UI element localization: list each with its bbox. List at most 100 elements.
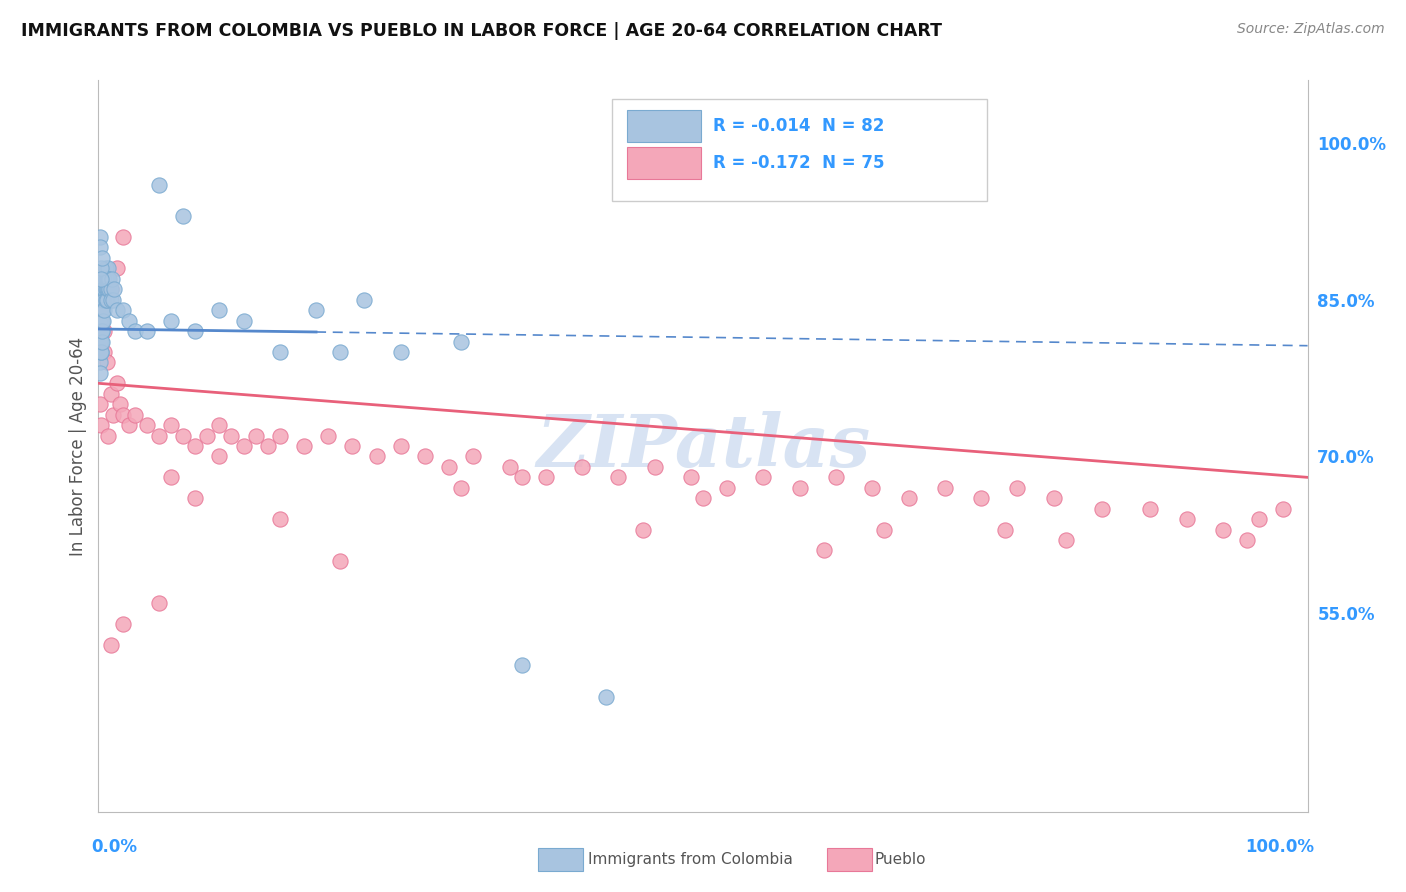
Point (93, 324, 115, 338)
Point (329, 554, 352, 568)
Point (101, 293, 124, 307)
Point (90, 303, 112, 318)
Point (91, 324, 114, 338)
Point (93, 345, 115, 359)
Point (98, 272, 121, 286)
Point (91, 303, 114, 318)
Point (135, 418, 157, 433)
Point (91, 251, 114, 265)
Point (101, 408, 124, 422)
Point (91, 303, 114, 318)
Point (208, 418, 231, 433)
Point (463, 450, 485, 464)
Point (89, 313, 111, 327)
FancyBboxPatch shape (627, 147, 700, 179)
Point (498, 459, 520, 474)
Point (89, 240, 111, 254)
Point (1042, 491, 1064, 506)
Point (644, 459, 666, 474)
Point (208, 303, 231, 318)
Point (1175, 512, 1198, 526)
Point (692, 491, 714, 506)
Point (160, 418, 183, 433)
Point (91, 293, 114, 307)
Point (94, 293, 117, 307)
Point (90, 418, 112, 433)
Point (90, 313, 112, 327)
Point (91, 303, 114, 318)
Point (97, 428, 120, 442)
Point (510, 658, 533, 673)
Point (90, 334, 112, 349)
Point (91, 303, 114, 318)
Point (1091, 501, 1114, 516)
Point (94, 261, 117, 276)
Point (96, 293, 118, 307)
Point (353, 293, 375, 307)
Point (111, 616, 134, 631)
Point (97, 272, 120, 286)
Point (93, 303, 115, 318)
Point (631, 523, 654, 537)
Point (97, 261, 120, 276)
Point (90, 272, 112, 286)
Point (316, 428, 339, 442)
Point (96, 272, 118, 286)
Point (184, 324, 207, 338)
Point (970, 491, 993, 506)
Point (208, 450, 231, 464)
Point (789, 481, 811, 495)
Point (232, 313, 254, 327)
Point (450, 481, 472, 495)
Y-axis label: In Labor Force | Age 20-64: In Labor Force | Age 20-64 (69, 336, 87, 556)
Point (100, 386, 122, 401)
Point (111, 230, 134, 244)
Point (108, 397, 131, 411)
Point (825, 470, 848, 484)
Point (89, 366, 111, 380)
Point (100, 282, 122, 296)
Point (90, 324, 112, 338)
Point (118, 313, 141, 327)
Point (89, 313, 111, 327)
Point (305, 303, 328, 318)
Point (160, 313, 183, 327)
Point (90, 313, 112, 327)
Point (89, 324, 111, 338)
Point (510, 470, 533, 484)
Point (450, 334, 472, 349)
Point (94, 282, 117, 296)
Point (292, 439, 315, 453)
Point (269, 512, 291, 526)
Point (1212, 523, 1234, 537)
Point (232, 439, 254, 453)
Point (172, 209, 194, 223)
Text: IMMIGRANTS FROM COLOMBIA VS PUEBLO IN LABOR FORCE | AGE 20-64 CORRELATION CHART: IMMIGRANTS FROM COLOMBIA VS PUEBLO IN LA… (21, 22, 942, 40)
Point (716, 481, 738, 495)
Point (103, 282, 125, 296)
Point (148, 178, 170, 192)
Point (89, 230, 111, 244)
Point (93, 293, 115, 307)
Point (89, 313, 111, 327)
Point (100, 282, 122, 296)
Point (1054, 533, 1077, 547)
Point (100, 293, 122, 307)
Point (93, 272, 115, 286)
Point (98, 282, 121, 296)
Point (124, 324, 146, 338)
Point (571, 459, 593, 474)
Point (607, 470, 630, 484)
Point (89, 324, 111, 338)
Point (148, 428, 170, 442)
Point (679, 470, 702, 484)
Point (813, 543, 835, 558)
Point (184, 491, 207, 506)
Text: Immigrants from Colombia: Immigrants from Colombia (588, 853, 793, 867)
Point (100, 272, 122, 286)
Point (934, 481, 956, 495)
Point (91, 324, 114, 338)
Text: R = -0.014  N = 82: R = -0.014 N = 82 (713, 118, 884, 136)
Point (342, 439, 364, 453)
Point (97, 282, 120, 296)
